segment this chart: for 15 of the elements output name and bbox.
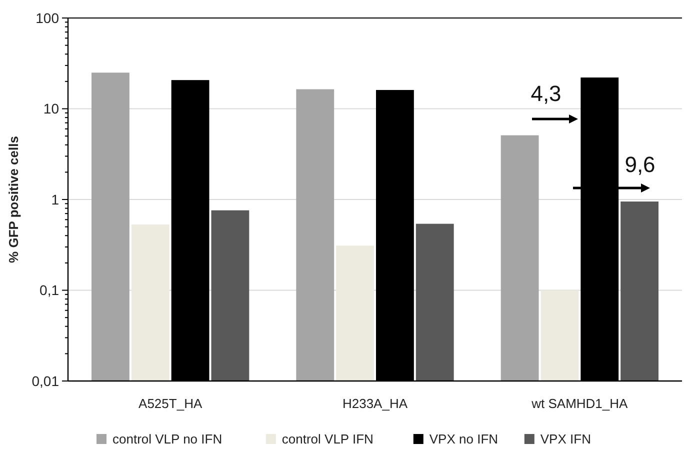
- legend-label: VPX no IFN: [429, 432, 498, 447]
- x-tick-label: A525T_HA: [138, 396, 202, 411]
- y-tick-label: 10: [43, 100, 60, 117]
- legend-label: VPX IFN: [540, 432, 591, 447]
- annotation: 4,3: [530, 81, 562, 106]
- y-tick-label: 0,01: [32, 372, 60, 389]
- annotation: 9,6: [624, 152, 656, 177]
- legend-label: control VLP no IFN: [112, 432, 222, 447]
- y-tick-label: 1: [51, 191, 60, 208]
- x-tick-label: H233A_HA: [342, 396, 408, 411]
- y-tick-label: 0,1: [40, 282, 60, 298]
- legend-label: control VLP IFN: [282, 432, 374, 447]
- x-tick-label: wt SAMHD1_HA: [530, 396, 628, 411]
- y-tick-label: 100: [36, 10, 60, 26]
- y-axis-title: % GFP positive cells: [6, 136, 21, 263]
